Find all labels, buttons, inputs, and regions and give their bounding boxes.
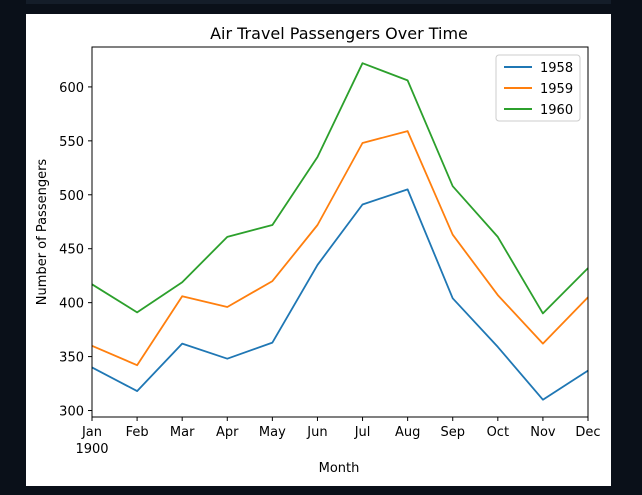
x-tick-label: Dec [575,425,600,440]
legend: 1958 1959 1960 [495,54,581,122]
window-top-edge [26,0,611,4]
y-axis: 300 350 400 450 500 550 600 [59,81,92,420]
x-tick-label: Sep [440,425,465,440]
x-tick-label: Feb [126,425,149,440]
x-axis-label: Month [319,461,360,476]
y-tick-label: 300 [59,405,84,420]
series-line-1959 [91,130,589,367]
x-tick-label: May [259,425,286,440]
x-axis: Jan Feb Mar Apr May Jun Jul Aug Sep Oct Nov Dec 1900 [75,417,601,457]
x-tick-label: Apr [216,425,239,440]
y-tick-label: 400 [59,297,84,312]
y-tick-label: 550 [59,135,84,150]
x-tick-label: Nov [530,425,556,440]
x-tick-label: Jun [306,425,327,440]
chart-figure: Air Travel Passengers Over Time Jan Feb Ma… [26,14,611,486]
y-tick-label: 500 [59,189,84,204]
legend-label-1960: 1960 [540,103,573,118]
series-line-1958 [91,188,589,401]
x-tick-label: Oct [487,425,509,440]
legend-label-1958: 1958 [540,61,573,76]
x-tick-label: Jul [354,425,371,440]
legend-label-1959: 1959 [540,82,573,97]
x-tick-label: Aug [395,425,420,440]
line-chart: Air Travel Passengers Over Time Jan Feb Ma… [35,24,601,476]
y-tick-label: 450 [59,243,84,258]
x-tick-sublabel: 1900 [75,442,108,457]
y-tick-label: 600 [59,81,84,96]
plot-area-border [91,46,589,418]
x-tick-label: Jan [81,425,102,440]
y-tick-label: 350 [59,351,84,366]
series-lines [91,62,589,401]
legend-box [495,54,581,122]
series-line-1960 [91,62,589,315]
x-tick-label: Mar [170,425,195,440]
y-axis-label: Number of Passengers [35,159,50,306]
chart-title: Air Travel Passengers Over Time [210,24,468,43]
